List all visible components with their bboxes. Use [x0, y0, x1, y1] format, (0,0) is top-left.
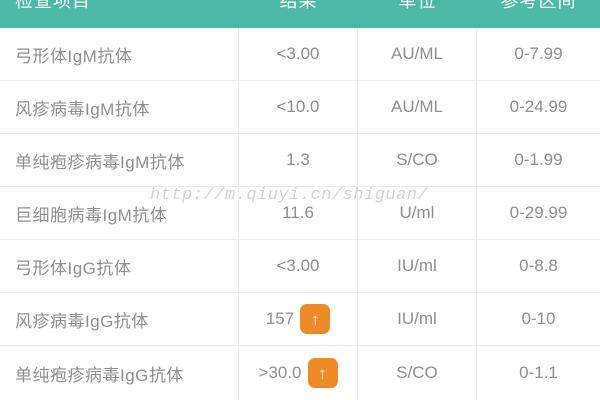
unit-value: IU/ml: [358, 293, 477, 345]
table-row: 单纯疱疹病毒IgG抗体 >30.0 ↑ S/CO 0-1.1: [0, 346, 600, 400]
result-value: <3.00: [276, 44, 320, 63]
result-cell: 157 ↑: [239, 293, 358, 345]
header-col-reference-range: 参考区间: [500, 0, 577, 11]
header-col-result: 结果: [279, 0, 318, 11]
header-col-test-item: 检查项目: [15, 0, 91, 11]
header-col-unit: 单位: [398, 0, 437, 11]
result-cell: <10.0 ↑: [239, 81, 358, 133]
unit-value: AU/ML: [358, 28, 477, 80]
result-value: 157: [265, 309, 295, 328]
unit-value: AU/ML: [358, 81, 477, 133]
test-item-name: 单纯疱疹病毒IgG抗体: [0, 346, 239, 400]
table-row: 风疹病毒IgG抗体 157 ↑ IU/ml 0-10: [0, 293, 600, 346]
unit-value: IU/ml: [358, 240, 477, 292]
test-item-name: 风疹病毒IgM抗体: [0, 81, 239, 133]
unit-value: S/CO: [358, 134, 477, 186]
reference-range: 0-10: [521, 309, 556, 328]
reference-range: 0-1.99: [514, 150, 563, 169]
reference-range: 0-8.8: [519, 256, 558, 275]
reference-range: 0-1.1: [519, 363, 558, 382]
test-item-name: 巨细胞病毒IgM抗体: [0, 187, 239, 239]
reference-range: 0-29.99: [509, 203, 568, 222]
unit-value: S/CO: [358, 346, 477, 400]
table-row: 巨细胞病毒IgM抗体 11.6 ↑ U/ml 0-29.99: [0, 187, 600, 240]
table-row: 弓形体IgG抗体 <3.00 ↑ IU/ml 0-8.8: [0, 240, 600, 293]
result-cell: 1.3 ↑: [239, 134, 358, 186]
result-cell: <3.00 ↑: [239, 28, 358, 80]
result-value: 1.3: [286, 150, 310, 169]
elevated-up-arrow-icon: ↑: [300, 304, 331, 334]
result-cell: <3.00 ↑: [239, 240, 358, 292]
result-value: <3.00: [276, 256, 320, 275]
reference-range: 0-7.99: [514, 44, 563, 63]
test-item-name: 弓形体IgG抗体: [0, 240, 239, 292]
result-value: >30.0: [258, 363, 302, 382]
result-cell: 11.6 ↑: [239, 187, 358, 239]
table-row: 单纯疱疹病毒IgM抗体 1.3 ↑ S/CO 0-1.99: [0, 134, 600, 187]
test-item-name: 单纯疱疹病毒IgM抗体: [0, 134, 239, 186]
table-row: 弓形体IgM抗体 <3.00 ↑ AU/ML 0-7.99: [0, 28, 600, 81]
result-cell: >30.0 ↑: [239, 346, 358, 400]
table-header: 检查项目 结果 单位 参考区间: [0, 0, 600, 28]
elevated-up-arrow-icon: ↑: [307, 358, 338, 388]
result-value: <10.0: [276, 97, 320, 116]
test-item-name: 弓形体IgM抗体: [0, 28, 239, 80]
test-item-name: 风疹病毒IgG抗体: [0, 293, 239, 345]
reference-range: 0-24.99: [509, 97, 568, 116]
results-table: 弓形体IgM抗体 <3.00 ↑ AU/ML 0-7.99 风疹病毒IgM抗体 …: [0, 28, 600, 400]
unit-value: U/ml: [358, 187, 477, 239]
table-row: 风疹病毒IgM抗体 <10.0 ↑ AU/ML 0-24.99: [0, 81, 600, 134]
result-value: 11.6: [282, 203, 314, 222]
